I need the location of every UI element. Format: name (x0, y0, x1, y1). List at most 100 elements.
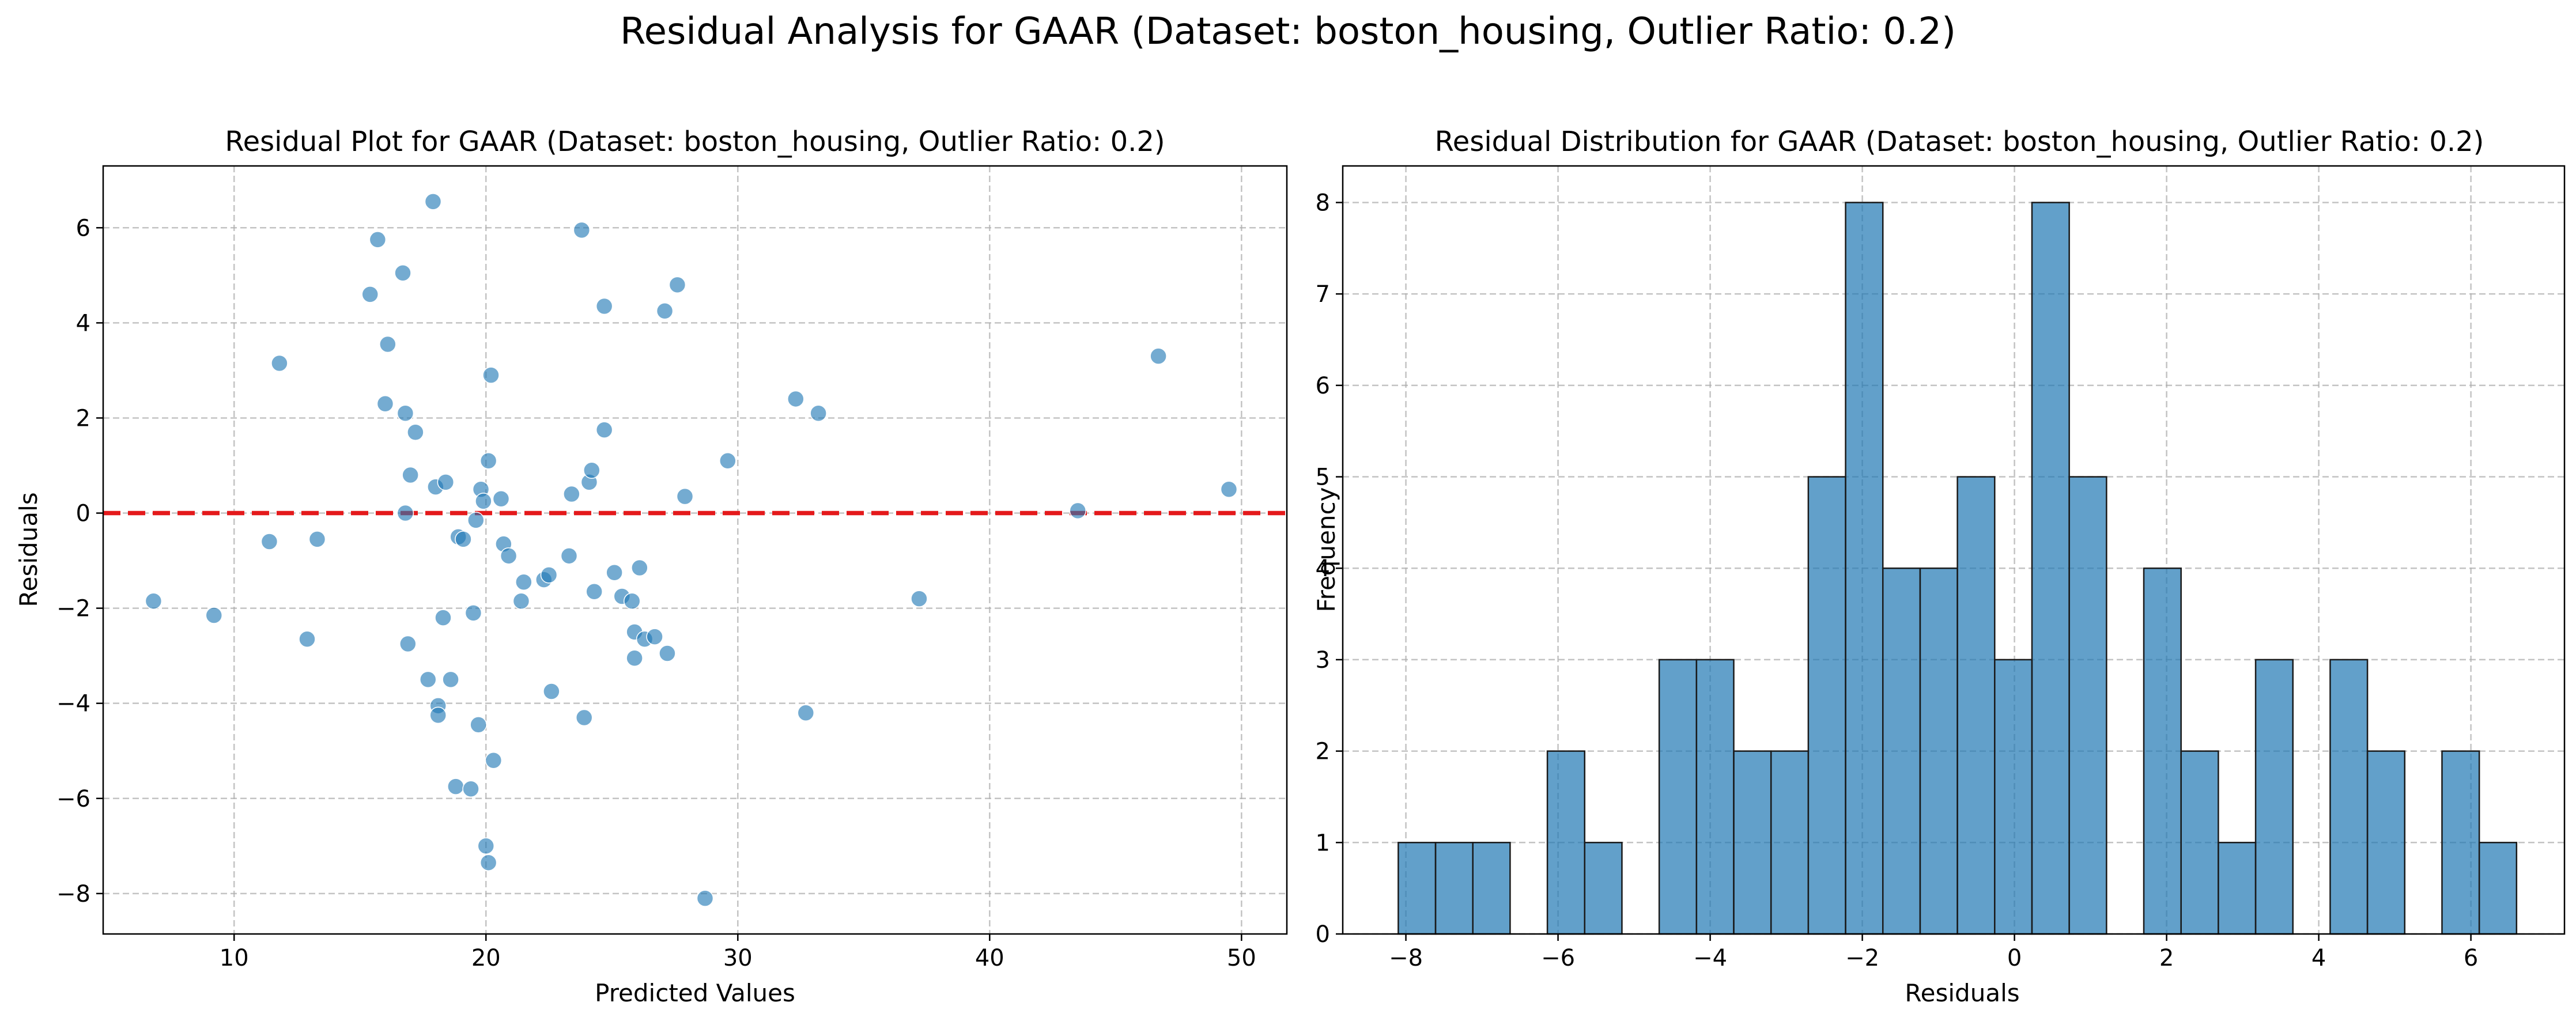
histogram-ticks: −8 −6 −4 −2 0 2 4 6 0 1 2 3 4 5 6 7 8 (1316, 190, 2479, 971)
scatter-y-tick-label: −4 (56, 691, 90, 717)
scatter-point (308, 531, 326, 548)
scatter-x-tick-label: 30 (723, 945, 753, 971)
histogram-x-axis-label: Residuals (1905, 979, 2019, 1007)
scatter-point (399, 635, 417, 653)
scatter-point (369, 231, 387, 248)
scatter-y-tick-label: −6 (56, 786, 90, 812)
histogram-bar (1733, 750, 1772, 935)
histogram-bar (1472, 842, 1511, 935)
scatter-point (479, 854, 497, 871)
scatter-point (797, 704, 815, 721)
scatter-point (455, 531, 472, 548)
scatter-gridlines (103, 166, 1287, 934)
scatter-point (626, 649, 643, 667)
histogram-bar (1695, 659, 1735, 935)
scatter-point (424, 193, 442, 210)
scatter-point (271, 354, 288, 372)
scatter-point (512, 592, 530, 610)
scatter-point (1069, 502, 1087, 520)
scatter-point (543, 683, 560, 700)
scatter-y-tick-label: −2 (56, 596, 90, 622)
scatter-point (482, 366, 500, 384)
scatter-point (656, 302, 674, 320)
histogram-x-tick-label: 2 (2159, 945, 2174, 971)
scatter-point (595, 421, 613, 438)
histogram-x-tick-label: 6 (2464, 945, 2478, 971)
scatter-point (145, 592, 163, 610)
histogram-bar (1770, 750, 1810, 935)
scatter-point (646, 628, 663, 645)
scatter-point (573, 221, 591, 239)
scatter-axes-frame (102, 165, 1288, 935)
histogram-y-tick-label: 8 (1316, 190, 1330, 216)
histogram-y-tick-label: 4 (1316, 555, 1330, 582)
scatter-x-axis-label: Predicted Values (595, 979, 795, 1007)
scatter-point (787, 390, 804, 408)
scatter-point (429, 706, 447, 724)
histogram-bar (1584, 842, 1623, 935)
histogram-bar (1546, 750, 1586, 935)
scatter-point (595, 297, 613, 315)
scatter-point (696, 890, 714, 907)
scatter-point (435, 609, 452, 626)
scatter-point (361, 286, 379, 303)
histogram-bar (2180, 750, 2219, 935)
scatter-point (394, 264, 411, 282)
scatter-point (719, 452, 736, 470)
scatter-point (420, 671, 437, 689)
histogram-bar (2329, 659, 2369, 935)
scatter-point (1220, 481, 1238, 498)
scatter-point (447, 778, 464, 795)
scatter-point (668, 276, 686, 294)
histogram-y-tick-label: 6 (1316, 373, 1330, 399)
histogram-y-tick-label: 5 (1316, 464, 1330, 491)
scatter-point (500, 547, 518, 565)
histogram-bar (1994, 659, 2033, 935)
scatter-point (402, 466, 419, 484)
scatter-point (477, 837, 495, 855)
scatter-point (676, 487, 694, 505)
histogram-bar (2441, 750, 2480, 935)
residual-scatter-plot: Residual Plot for GAAR (Dataset: boston_… (14, 126, 1288, 1007)
histogram-y-tick-label: 2 (1316, 739, 1330, 765)
scatter-point (479, 452, 497, 470)
histogram-bar (1882, 567, 1921, 935)
scatter-point (1150, 347, 1167, 365)
scatter-point (586, 583, 603, 600)
histogram-bar (1434, 842, 1474, 935)
histogram-x-tick-label: 0 (2007, 945, 2022, 971)
scatter-point (911, 590, 928, 607)
histogram-x-tick-label: −6 (1541, 945, 1575, 971)
scatter-y-tick-label: 6 (76, 215, 90, 241)
scatter-y-tick-label: 0 (76, 501, 90, 527)
scatter-y-tick-label: 2 (76, 405, 90, 432)
scatter-point (606, 563, 623, 581)
histogram-bar (2031, 202, 2070, 935)
scatter-title: Residual Plot for GAAR (Dataset: boston_… (225, 126, 1165, 158)
histogram-x-tick-label: 4 (2311, 945, 2326, 971)
histogram-bar (1658, 659, 1698, 935)
scatter-point (659, 645, 676, 662)
histogram-title: Residual Distribution for GAAR (Dataset:… (1435, 126, 2484, 158)
histogram-bar (2254, 659, 2294, 935)
scatter-x-tick-label: 10 (220, 945, 249, 971)
scatter-point (515, 573, 532, 591)
histogram-bar (1397, 842, 1437, 935)
scatter-point (396, 404, 414, 422)
scatter-point (299, 630, 316, 648)
histogram-y-tick-label: 7 (1316, 281, 1330, 308)
histogram-bars (1397, 202, 2518, 935)
scatter-point (376, 395, 394, 413)
scatter-point (540, 566, 558, 584)
scatter-point (810, 404, 827, 422)
scatter-point (379, 335, 396, 353)
histogram-bar (2366, 750, 2406, 935)
scatter-x-tick-label: 40 (975, 945, 1004, 971)
histogram-bar (1919, 567, 1958, 935)
scatter-point (396, 504, 414, 522)
scatter-points (145, 193, 1238, 907)
histogram-y-tick-label: 1 (1316, 830, 1330, 856)
scatter-point (464, 604, 482, 622)
scatter-point (205, 607, 223, 624)
histogram-y-tick-label: 0 (1316, 921, 1330, 948)
